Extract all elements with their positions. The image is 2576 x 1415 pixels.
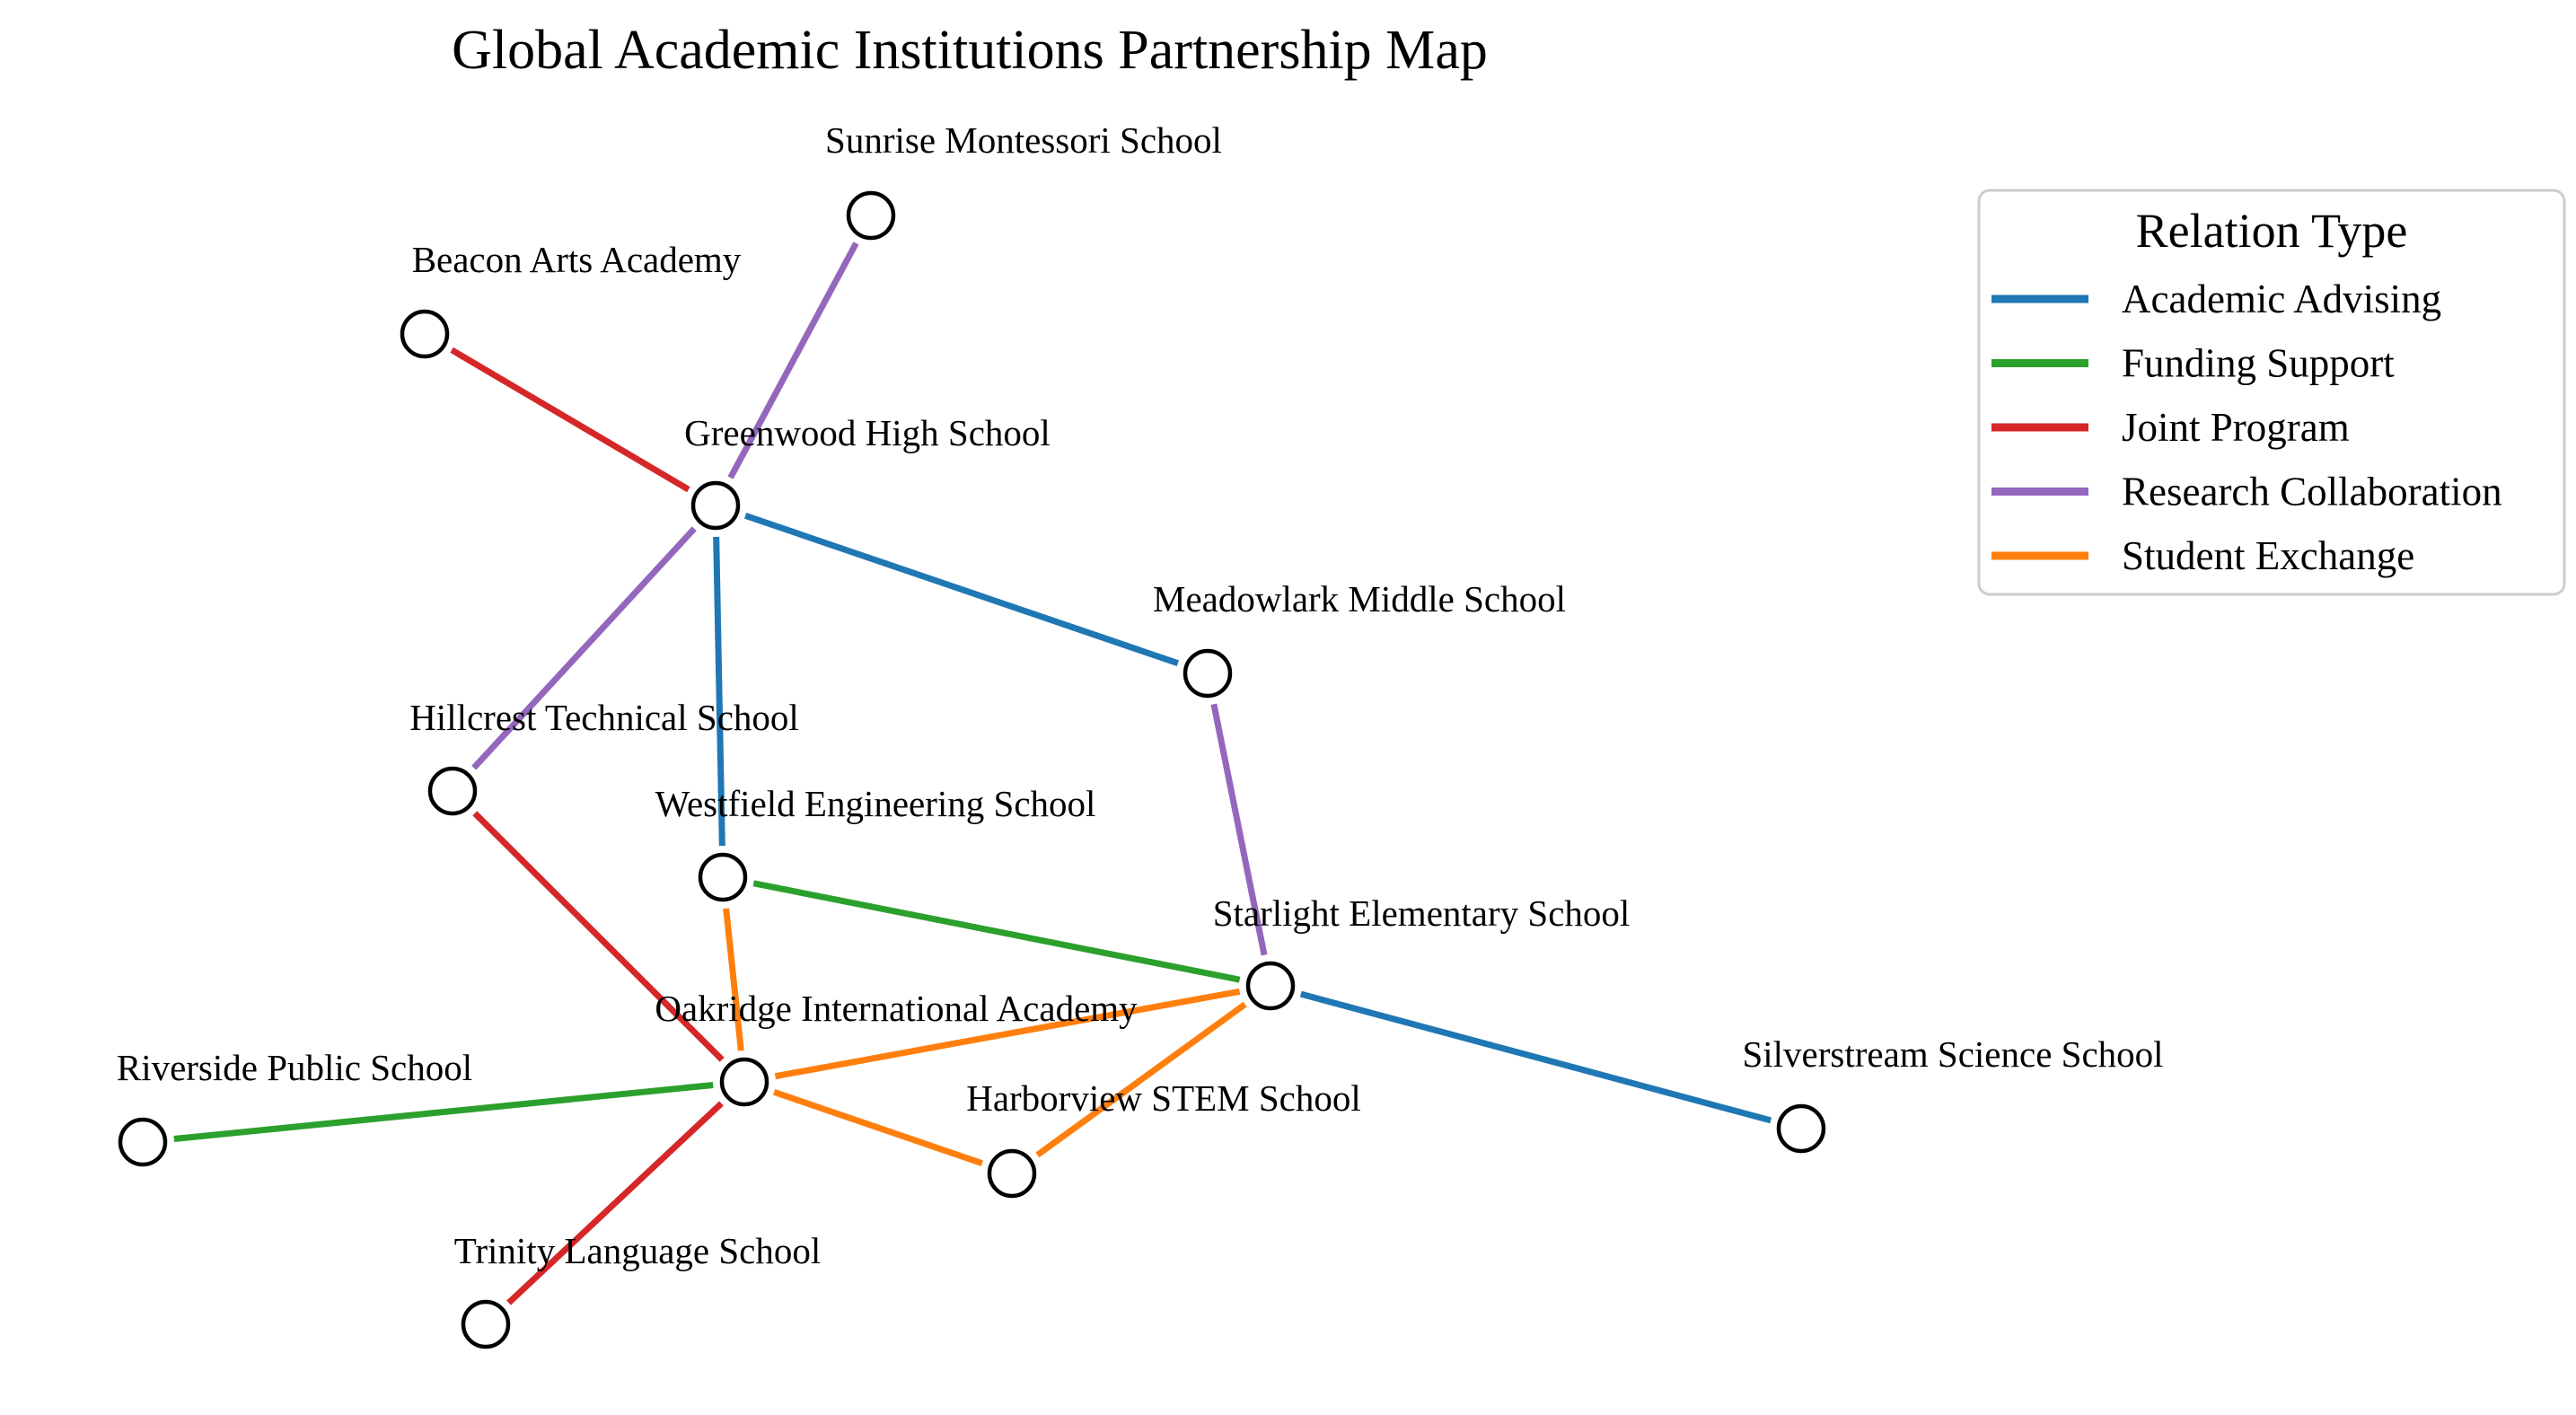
legend-items: Academic Advising Funding Support Joint Pr… [1991,277,2502,578]
node-riverside[interactable] [118,1117,168,1167]
node-beacon[interactable] [400,309,450,359]
node-meadowlark[interactable] [1182,648,1233,699]
nodes-layer [118,190,1826,1349]
node-label-beacon: Beacon Arts Academy [412,239,742,280]
node-sunrise[interactable] [846,190,896,241]
edge-oakridge-riverside [173,1082,714,1142]
node-greenwood[interactable] [690,480,741,531]
node-label-sunrise: Sunrise Montessori School [825,119,1222,161]
edge-greenwood-meadowlark [743,512,1180,667]
labels-layer: Sunrise Montessori School Beacon Arts Aca… [117,119,2164,1271]
edge-meadowlark-starlight [1210,703,1268,956]
node-starlight[interactable] [1245,961,1296,1011]
node-label-starlight: Starlight Elementary School [1213,892,1631,934]
legend-label-exchange: Student Exchange [2122,533,2414,578]
edge-starlight-harborview [1035,1001,1247,1158]
edge-greenwood-sunrise [727,242,859,479]
edge-oakridge-trinity [506,1101,724,1305]
edge-oakridge-harborview [772,1089,984,1166]
node-label-trinity: Trinity Language School [454,1230,821,1271]
edge-greenwood-westfield [713,536,725,847]
node-oakridge[interactable] [719,1057,769,1107]
node-label-westfield: Westfield Engineering School [655,783,1096,824]
node-label-hillcrest: Hillcrest Technical School [409,697,799,738]
legend-label-academic: Academic Advising [2122,277,2441,321]
node-westfield[interactable] [698,852,748,902]
node-label-greenwood: Greenwood High School [684,412,1051,453]
node-label-riverside: Riverside Public School [117,1047,472,1088]
edge-westfield-oakridge [723,908,744,1051]
node-label-meadowlark: Meadowlark Middle School [1153,578,1566,620]
node-silverstream[interactable] [1776,1103,1826,1154]
edges-layer [173,242,1772,1305]
edge-westfield-starlight [752,880,1241,983]
node-hillcrest[interactable] [427,766,478,816]
node-label-silverstream: Silverstream Science School [1742,1033,2163,1075]
edge-greenwood-beacon [450,347,690,493]
edge-starlight-silverstream [1299,990,1772,1124]
node-trinity[interactable] [461,1299,511,1349]
node-label-oakridge: Oakridge International Academy [655,988,1138,1029]
legend-label-funding: Funding Support [2122,341,2395,386]
edge-hillcrest-oakridge [472,811,725,1062]
legend-label-joint: Joint Program [2122,405,2350,450]
legend-title: Relation Type [2136,204,2408,258]
diagram-title: Global Academic Institutions Partnership… [452,20,1488,81]
edge-starlight-oakridge [774,988,1241,1080]
edge-greenwood-hillcrest [471,526,697,770]
legend-box [1977,189,2566,596]
legend: Relation Type Academic Advising Funding S… [1977,189,2566,596]
node-label-harborview: Harborview STEM School [966,1077,1361,1119]
node-harborview[interactable] [987,1148,1037,1199]
legend-label-research: Research Collaboration [2122,470,2502,514]
